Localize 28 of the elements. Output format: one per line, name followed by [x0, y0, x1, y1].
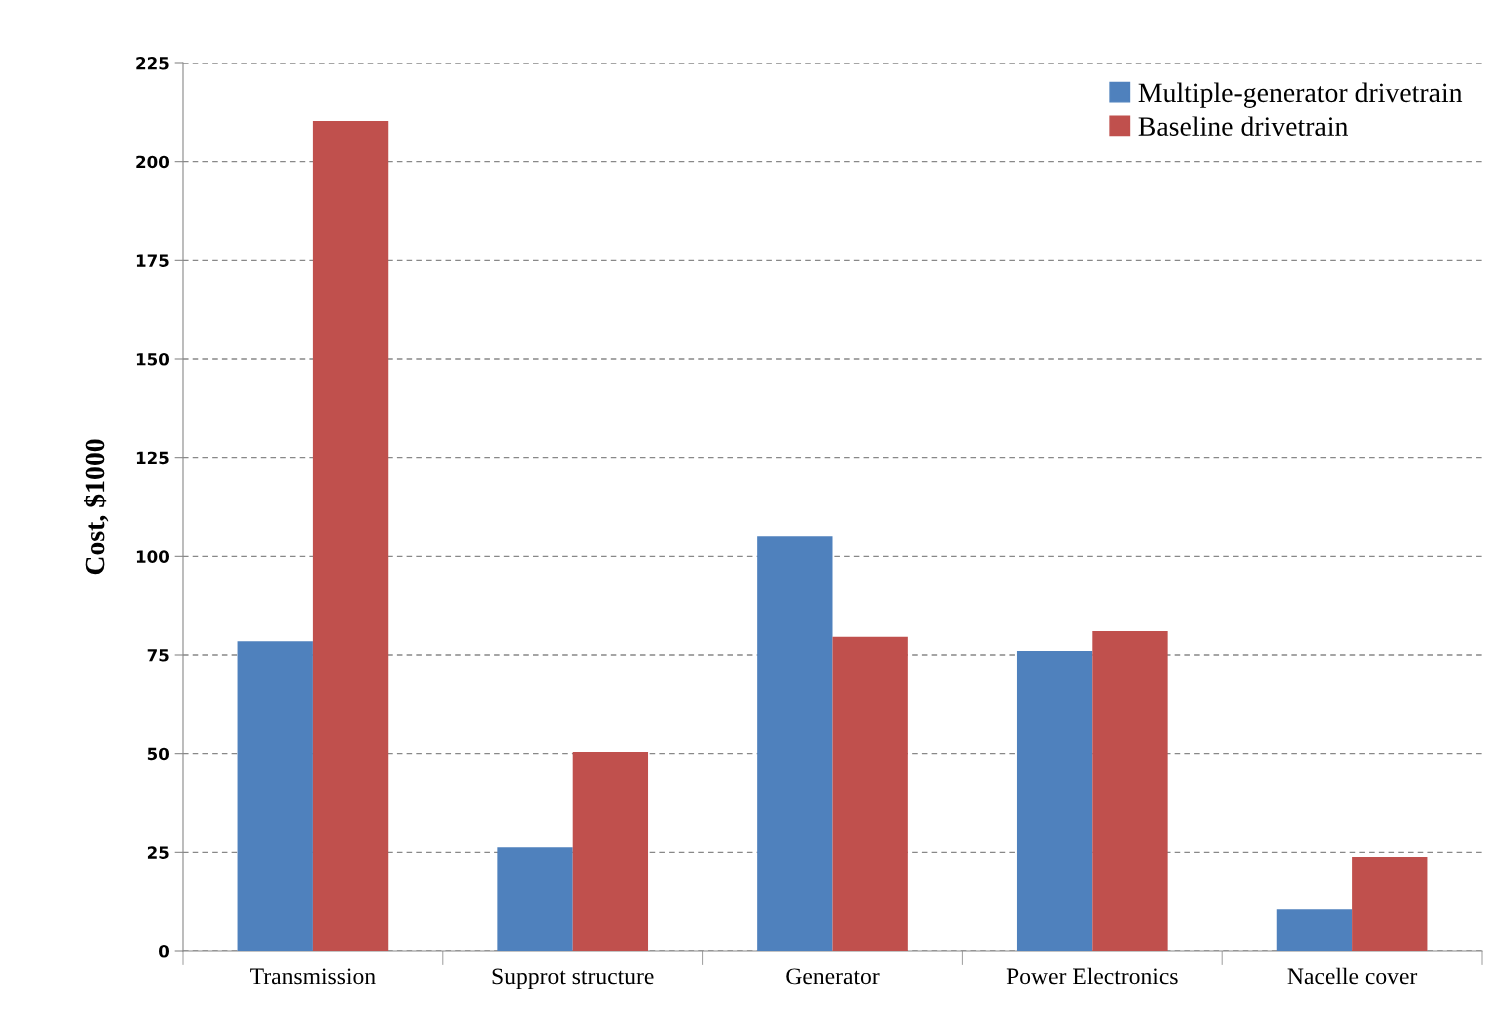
y-axis-title: Cost, $1000 — [83, 439, 109, 575]
y-tick-label: 125 — [136, 451, 169, 465]
x-tick-label: Supprot structure — [492, 968, 654, 990]
bar — [572, 752, 649, 951]
x-tick-label: Power Electronics — [1006, 967, 1178, 985]
bar — [1016, 651, 1093, 951]
bar — [1352, 857, 1428, 951]
y-tick-label: 200 — [136, 155, 170, 169]
bar — [757, 536, 833, 951]
y-tick-label: 75 — [147, 649, 169, 662]
y-tick-label: 175 — [136, 254, 169, 267]
bar — [312, 121, 389, 951]
y-tick-label: 0 — [159, 944, 170, 958]
y-tick-label: 100 — [136, 550, 170, 563]
y-tick-label: 50 — [147, 747, 170, 761]
x-tick-label: Transmission — [250, 968, 376, 985]
bar — [1092, 630, 1168, 951]
bar — [832, 636, 908, 951]
bar — [497, 847, 573, 951]
y-tick-label: 25 — [147, 846, 169, 859]
bar — [1276, 909, 1353, 951]
y-tick-label: 150 — [136, 352, 170, 366]
legend-label: Baseline drivetrain — [1138, 116, 1348, 136]
y-tick-label: 225 — [136, 56, 169, 70]
legend-label: Multiple-generator drivetrain — [1138, 82, 1463, 108]
x-tick-label: Generator — [786, 968, 880, 985]
x-tick-label: Nacelle cover — [1287, 967, 1418, 985]
bar — [237, 641, 313, 951]
